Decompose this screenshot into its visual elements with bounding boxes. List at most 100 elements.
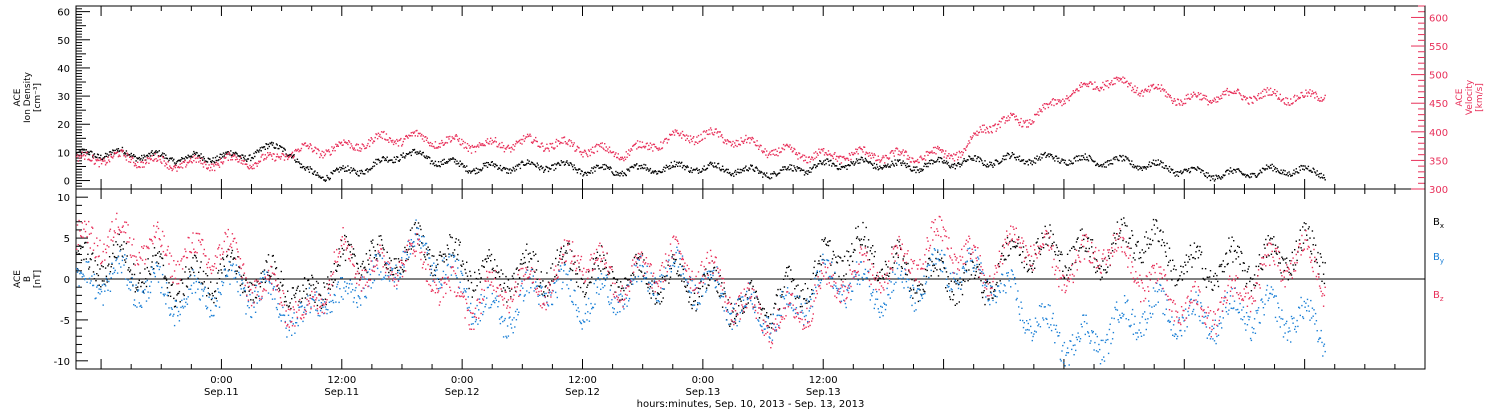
velocity-point — [1124, 81, 1127, 84]
velocity-point — [250, 166, 253, 168]
bx-point — [410, 248, 412, 250]
density-point — [320, 177, 323, 179]
velocity-point — [404, 138, 406, 140]
density-point — [406, 153, 408, 155]
bx-point — [388, 271, 390, 274]
bx-point — [1083, 234, 1086, 237]
density-point — [1265, 168, 1267, 170]
bx-point — [503, 282, 506, 284]
bx-point — [1213, 284, 1216, 287]
velocity-point — [1301, 91, 1303, 94]
bx-point — [687, 291, 689, 293]
bx-point — [1293, 268, 1295, 271]
velocity-point — [1277, 98, 1279, 100]
density-point — [592, 167, 595, 170]
velocity-point — [349, 147, 351, 149]
velocity-point — [779, 151, 782, 153]
density-point — [623, 172, 625, 174]
density-point — [962, 160, 964, 162]
velocity-point — [1282, 98, 1284, 101]
velocity-point — [602, 147, 604, 149]
density-point — [175, 162, 177, 165]
velocity-point — [432, 145, 434, 148]
bx-point — [908, 270, 910, 272]
density-point — [668, 168, 670, 170]
velocity-point — [619, 159, 621, 161]
bx-point — [1209, 276, 1211, 278]
velocity-point — [621, 156, 623, 158]
bx-point — [1115, 233, 1118, 235]
velocity-point — [209, 169, 211, 172]
velocity-point — [830, 154, 832, 157]
velocity-point — [926, 150, 928, 153]
bx-point — [1157, 240, 1159, 242]
bx-point — [715, 269, 717, 272]
velocity-point — [119, 155, 121, 157]
density-point — [792, 170, 794, 172]
bx-point — [813, 266, 815, 269]
bx-point — [937, 251, 939, 253]
bx-point — [298, 300, 300, 303]
bx-point — [563, 262, 566, 264]
bx-point — [1202, 277, 1204, 280]
velocity-point — [753, 141, 755, 143]
bx-point — [941, 261, 944, 263]
velocity-point — [514, 145, 516, 147]
velocity-point — [210, 163, 213, 165]
density-point — [836, 168, 839, 170]
velocity-point — [267, 152, 269, 154]
bx-point — [89, 258, 91, 260]
density-point — [925, 165, 928, 168]
velocity-point — [550, 143, 552, 145]
velocity-point — [207, 167, 209, 169]
bx-point — [832, 250, 834, 253]
velocity-point — [284, 155, 286, 158]
density-point — [618, 172, 620, 174]
velocity-point — [1003, 116, 1005, 118]
density-point — [1118, 159, 1120, 162]
velocity-point — [161, 155, 164, 158]
density-point — [1263, 168, 1265, 170]
density-point — [549, 168, 551, 170]
bx-point — [1267, 235, 1269, 237]
density-point — [1194, 168, 1196, 170]
velocity-point — [1201, 98, 1204, 100]
density-point — [1088, 154, 1090, 157]
bx-point — [255, 297, 258, 299]
bx-point — [245, 279, 247, 281]
density-point — [1202, 170, 1204, 172]
density-point — [774, 173, 777, 175]
velocity-point — [1147, 89, 1149, 91]
density-point — [657, 170, 660, 173]
density-point — [518, 163, 520, 165]
bx-point — [1249, 280, 1251, 283]
velocity-point — [1278, 98, 1281, 100]
velocity-point — [368, 139, 370, 141]
velocity-point — [239, 156, 242, 158]
density-point — [452, 157, 454, 159]
bx-point — [783, 286, 786, 288]
velocity-point — [596, 150, 599, 153]
bx-point — [713, 266, 716, 269]
x-tick-time-label: 12:00 — [568, 375, 597, 386]
velocity-point — [1144, 88, 1147, 90]
velocity-point — [509, 147, 511, 149]
velocity-point — [198, 161, 200, 163]
density-point — [1260, 171, 1262, 173]
bx-point — [1246, 271, 1249, 273]
velocity-point — [637, 146, 640, 149]
density-point — [1066, 164, 1069, 166]
velocity-point — [945, 157, 948, 159]
density-point — [366, 168, 368, 170]
density-point — [486, 166, 489, 168]
bx-point — [1136, 241, 1139, 243]
bx-point — [786, 275, 789, 277]
bx-point — [727, 299, 729, 301]
bx-point — [356, 262, 358, 265]
bx-point — [516, 267, 518, 269]
bx-point — [586, 286, 588, 288]
density-point — [177, 159, 180, 162]
bx-point — [761, 309, 763, 311]
bx-point — [812, 272, 814, 275]
